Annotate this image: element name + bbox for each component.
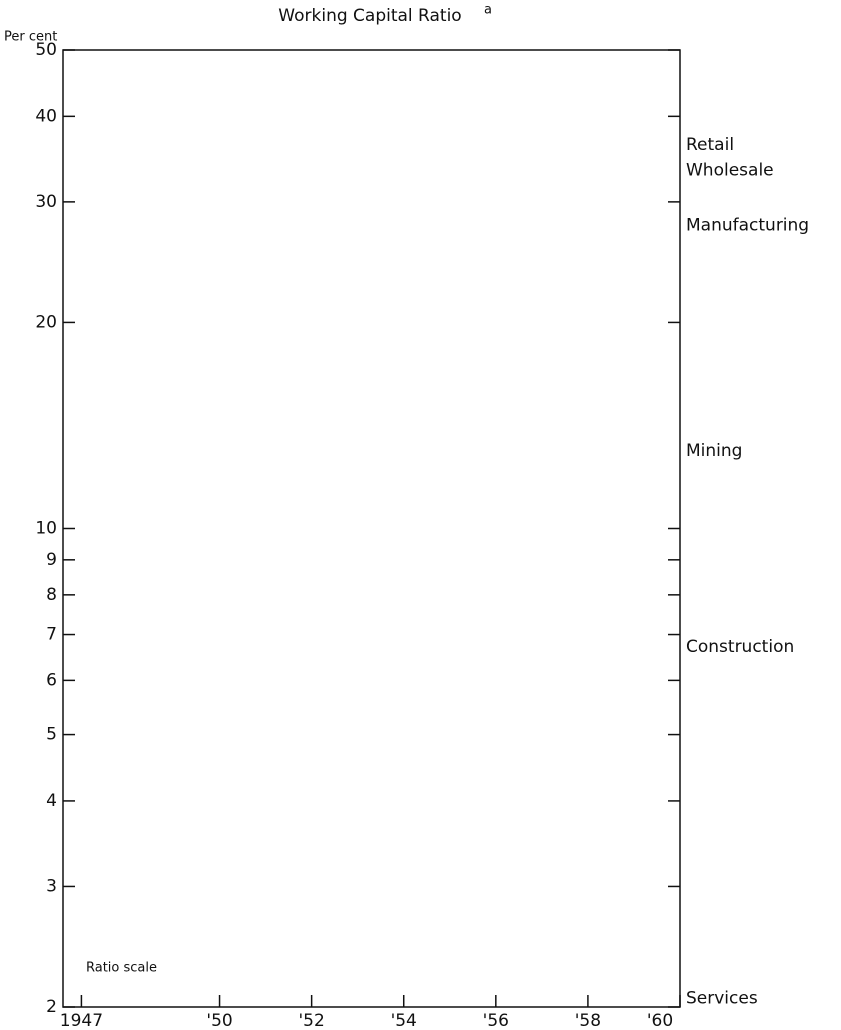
x-tick-label: '60 [647,1011,673,1030]
scale-note: Ratio scale [86,961,157,976]
x-tick-label: 1947 [60,1011,103,1030]
series-label: Construction [686,637,794,657]
y-tick-label: 20 [35,312,57,332]
plot-frame [62,49,681,1008]
series-label: Services [686,988,758,1008]
y-tick-label: 6 [46,670,57,690]
title-note: a [484,3,492,18]
chart-title: Working Capital Ratio [278,6,461,26]
x-tick-label: '56 [483,1011,509,1030]
y-axis-label: Per cent [4,30,57,45]
x-tick-label: '54 [391,1011,417,1030]
y-tick-label: 5 [46,725,57,745]
y-tick-label: 4 [46,791,57,811]
y-tick-label: 7 [46,625,57,645]
y-tick-label: 3 [46,876,57,896]
y-tick-label: 8 [46,585,57,605]
series-label: Retail [686,135,734,155]
series-label: Mining [686,441,742,461]
y-tick-label: 40 [35,106,57,126]
series-label: Wholesale [686,161,774,181]
y-tick-label: 9 [46,550,57,570]
y-tick-label: 10 [35,519,57,539]
x-tick-label: '50 [206,1011,232,1030]
y-tick-label: 30 [35,192,57,212]
x-tick-label: '52 [298,1011,324,1030]
y-tick-label: 2 [46,997,57,1017]
x-tick-label: '58 [575,1011,601,1030]
series-label: Manufacturing [686,215,809,235]
y-tick-label: 50 [35,40,57,60]
